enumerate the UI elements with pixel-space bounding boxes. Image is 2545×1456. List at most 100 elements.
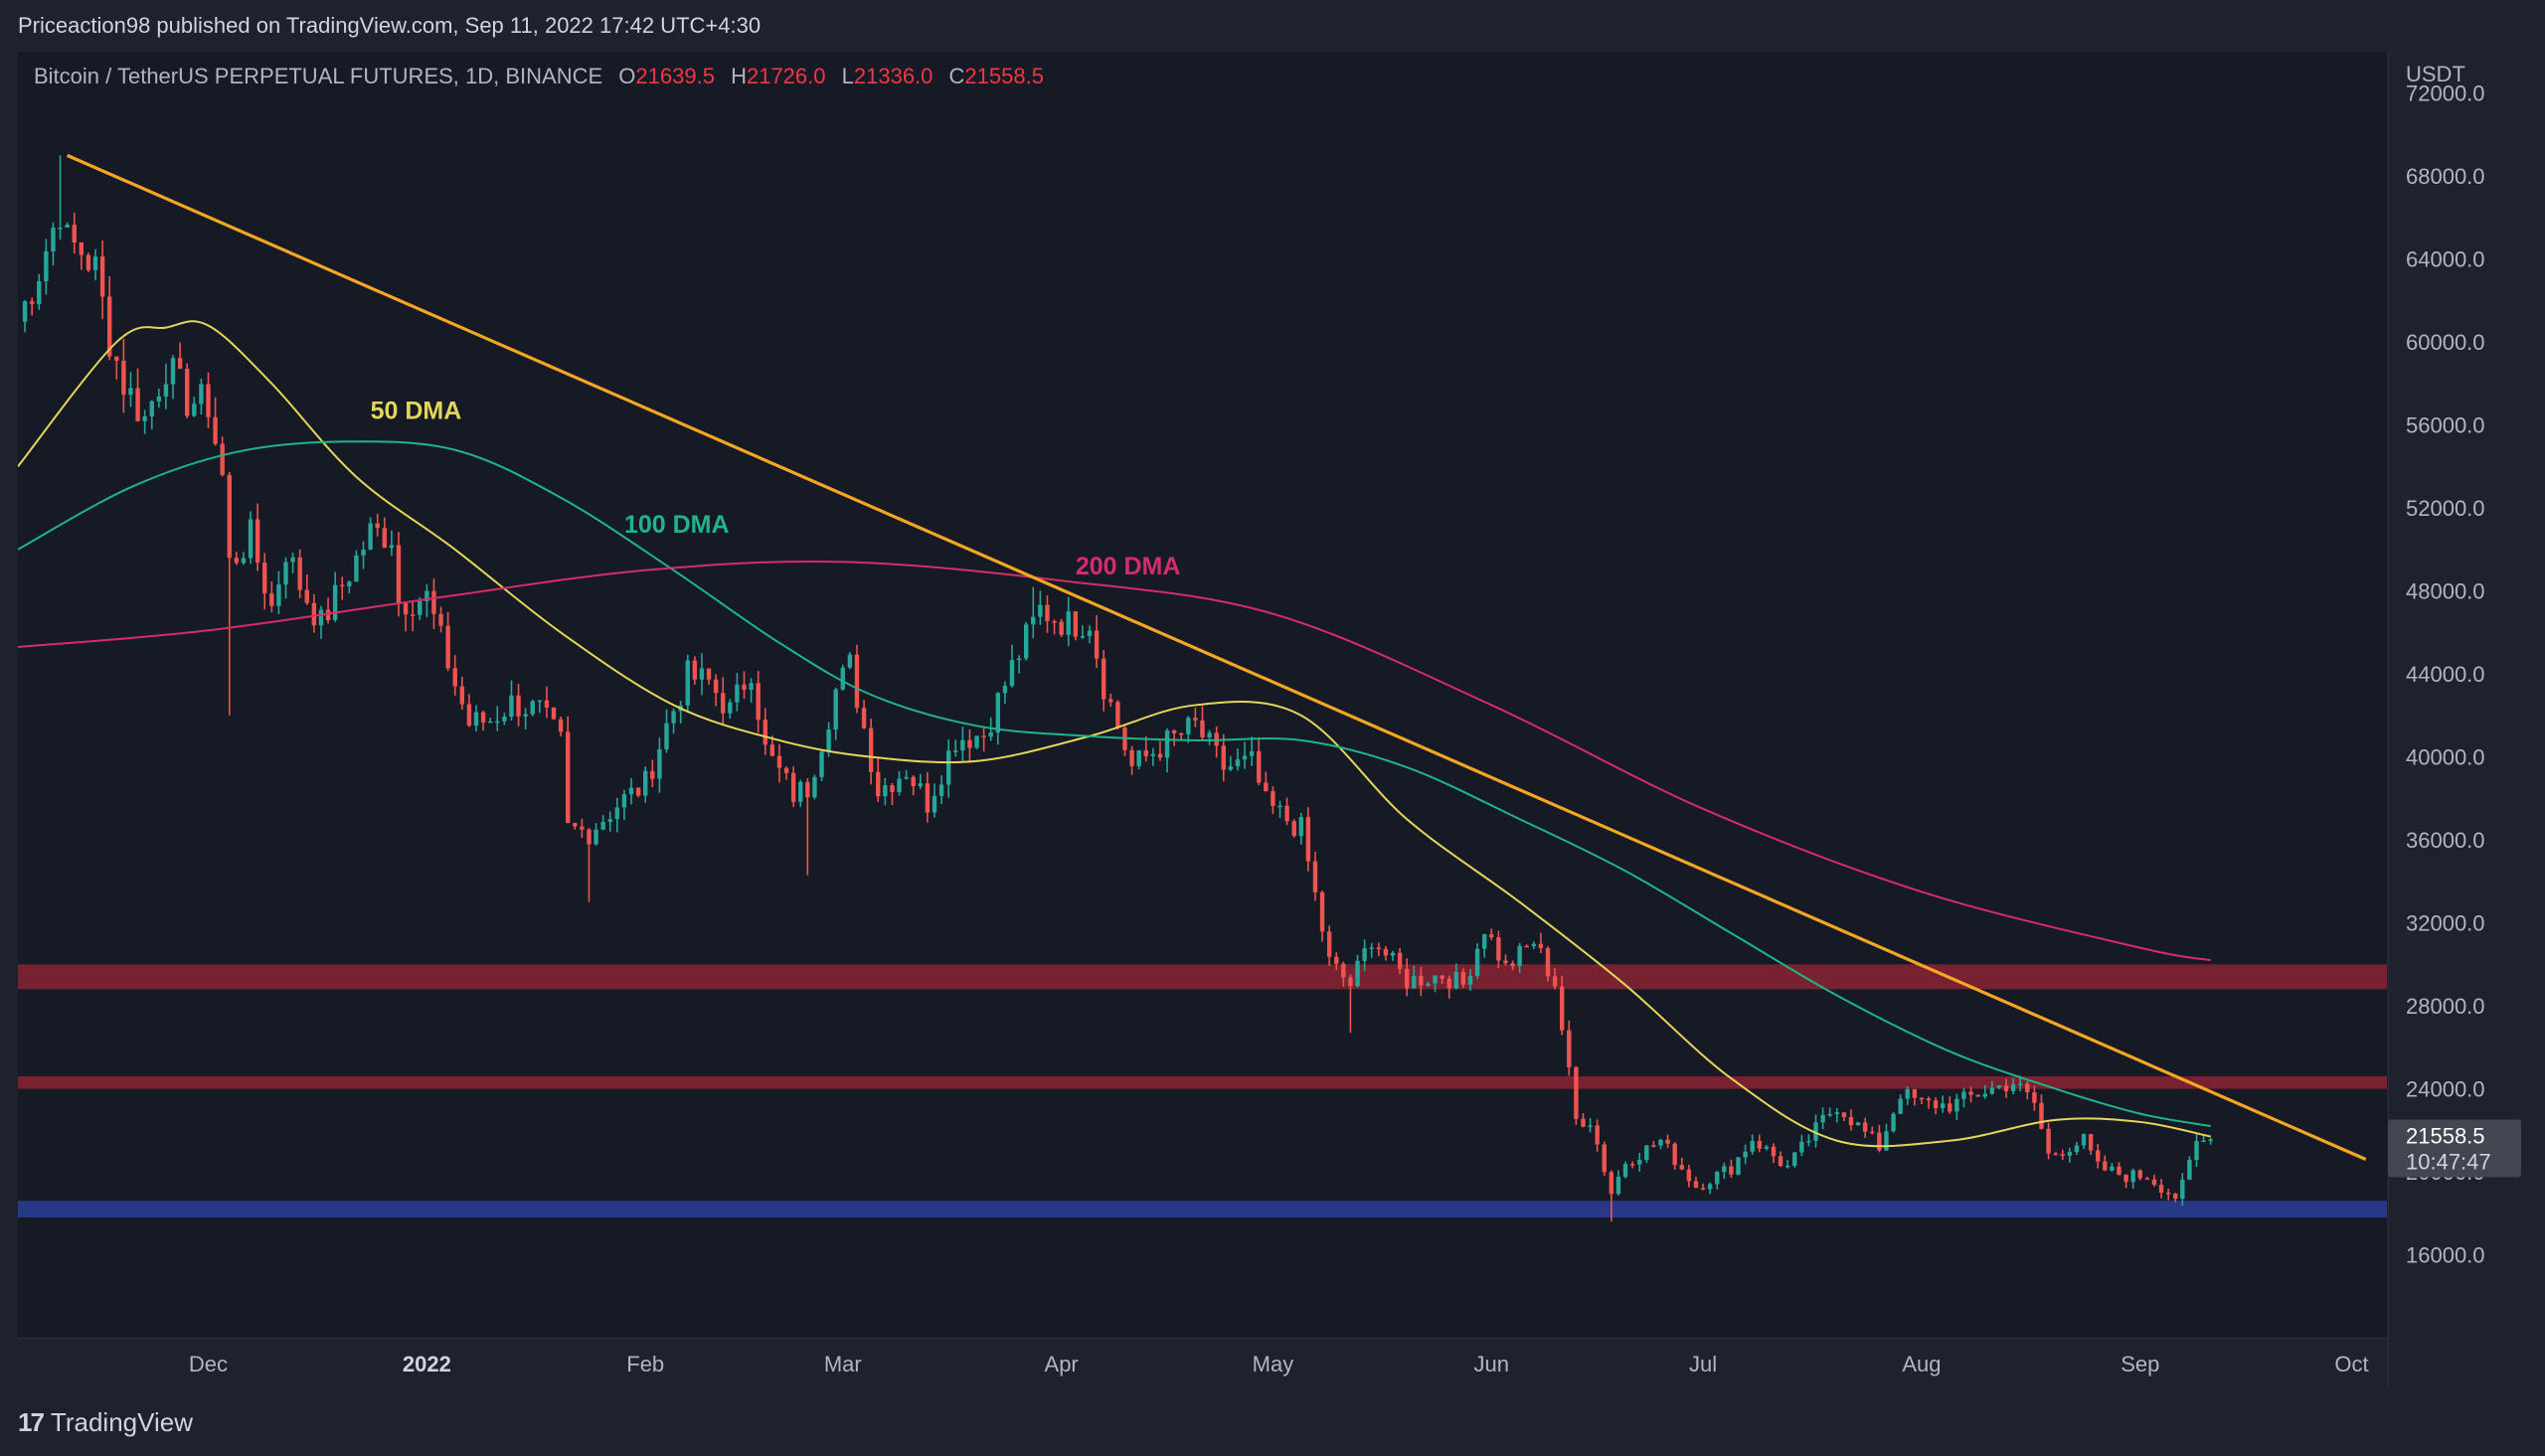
candle-body: [621, 794, 627, 808]
candle-body: [1440, 975, 1444, 979]
candle-body: [876, 771, 881, 797]
candle-body: [1609, 1172, 1614, 1195]
candle-body: [2194, 1141, 2199, 1161]
candle-body: [1073, 611, 1079, 637]
ohlc-low-label: L: [841, 64, 854, 88]
candle-body: [607, 819, 612, 823]
candle-body: [1284, 805, 1289, 822]
ohlc-close-label: C: [948, 64, 965, 88]
price-axis[interactable]: [2388, 52, 2545, 1387]
ohlc-open-value: 21639.5: [635, 64, 715, 88]
candle-body: [742, 684, 747, 690]
candle-body: [1326, 931, 1332, 957]
candle-body: [1595, 1125, 1600, 1145]
candle-body: [502, 717, 507, 722]
candle-body: [65, 225, 70, 229]
candle-body: [2025, 1083, 2030, 1093]
candle-body: [2060, 1154, 2065, 1156]
candle-body: [163, 384, 169, 397]
candle-body: [932, 795, 937, 813]
symbol-title: Bitcoin / TetherUS PERPETUAL FUTURES, 1D…: [34, 64, 603, 88]
candle-body: [1474, 948, 1480, 976]
candle-body: [199, 384, 204, 404]
ohlc-open-label: O: [618, 64, 636, 88]
candle-body: [1460, 971, 1466, 985]
candle-body: [2117, 1166, 2121, 1175]
tradingview-brand-text: TradingView: [50, 1407, 193, 1437]
candle-body: [1009, 660, 1015, 687]
candle-body: [1545, 947, 1551, 977]
candle-body: [389, 545, 395, 549]
candle-body: [988, 732, 993, 737]
candle-body: [1496, 937, 1501, 961]
candle-body: [713, 679, 719, 694]
candle-body: [85, 254, 91, 270]
candle-body: [974, 735, 979, 748]
candle-body: [1419, 975, 1424, 986]
candle-body: [58, 228, 63, 230]
candle-body: [657, 748, 662, 779]
candle-body: [368, 523, 373, 551]
candle-body: [551, 707, 557, 720]
candle-body: [1305, 817, 1311, 862]
candle-body: [262, 562, 267, 594]
candle-body: [114, 356, 119, 362]
candle-body: [1348, 977, 1353, 987]
candle-body: [1679, 1165, 1684, 1170]
candle-body: [29, 301, 35, 305]
candle-body: [868, 728, 874, 772]
candle-body: [1207, 732, 1212, 737]
candle-body: [254, 519, 260, 563]
candle-body: [1877, 1132, 1882, 1151]
candle-body: [276, 584, 281, 606]
candle-body: [1481, 934, 1487, 949]
candle-body: [452, 668, 457, 687]
candle-body: [833, 689, 838, 730]
candle-body: [1665, 1139, 1670, 1144]
candle-body: [2081, 1134, 2087, 1146]
candle-body: [1164, 730, 1170, 758]
candle-body: [1905, 1088, 1910, 1099]
candle-body: [1672, 1143, 1677, 1166]
candle-body: [1722, 1166, 1727, 1173]
candle-body: [1806, 1140, 1811, 1143]
candlestick-chart[interactable]: 50 DMA 100 DMA 200 DMA: [18, 52, 2545, 1387]
candle-body: [840, 667, 845, 690]
ohlc-high-value: 21726.0: [746, 64, 826, 88]
candle-body: [2151, 1179, 2157, 1186]
candle-body: [1778, 1156, 1783, 1167]
candle-body: [149, 401, 154, 416]
candle-body: [1157, 753, 1163, 758]
candle-body: [854, 654, 860, 709]
candle-body: [763, 720, 767, 745]
resistance-zone-lower: [18, 1076, 2387, 1089]
candle-body: [1002, 686, 1008, 694]
candle-body: [1094, 630, 1100, 659]
candle-body: [1715, 1172, 1720, 1185]
candle-body: [318, 609, 324, 626]
candle-body: [1982, 1093, 1987, 1097]
candle-body: [847, 654, 853, 668]
candle-body: [1404, 968, 1410, 989]
candle-body: [1264, 782, 1269, 792]
candle-body: [354, 555, 359, 582]
candle-body: [1834, 1112, 1840, 1115]
candle-body: [1771, 1146, 1777, 1157]
candle-body: [938, 784, 944, 796]
candle-body: [241, 558, 247, 564]
candle-body: [1066, 611, 1071, 635]
candle-body: [121, 361, 126, 396]
candle-body: [1467, 975, 1473, 985]
candle-body: [819, 751, 824, 777]
candle-body: [981, 735, 986, 737]
candle-body: [2123, 1174, 2128, 1183]
candle-body: [347, 581, 352, 586]
time-axis[interactable]: [18, 1338, 2388, 1388]
candle-body: [1707, 1184, 1713, 1190]
tradingview-logo[interactable]: 17 TradingView: [18, 1407, 193, 1438]
candle-body: [2103, 1161, 2108, 1171]
candle-body: [1954, 1098, 1959, 1112]
candle-body: [107, 296, 112, 357]
candle-body: [1390, 952, 1396, 956]
candle-body: [128, 388, 133, 396]
